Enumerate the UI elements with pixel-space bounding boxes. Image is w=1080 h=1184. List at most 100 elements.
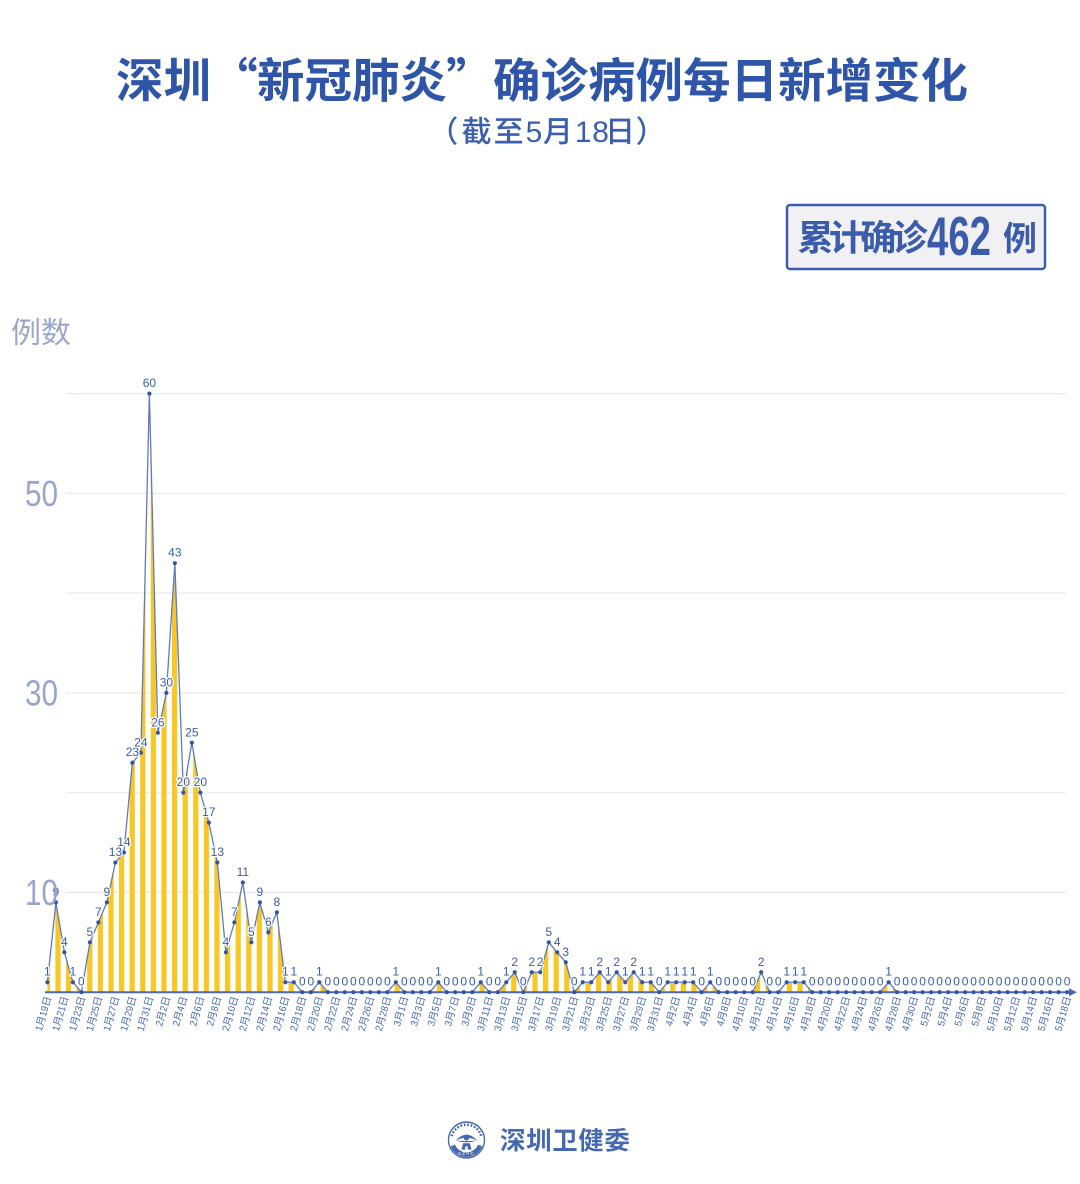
svg-text:3: 3 [476,1024,488,1032]
svg-text:1: 1 [392,965,399,979]
svg-text:1: 1 [588,965,595,979]
svg-text:0: 0 [486,975,493,989]
svg-text:1: 1 [673,965,680,979]
svg-text:0: 0 [358,975,365,989]
svg-text:0: 0 [1038,975,1045,989]
svg-text:0: 0 [520,975,527,989]
svg-text:4: 4 [681,1019,693,1027]
svg-text:3: 3 [443,1019,455,1027]
svg-text:1: 1 [681,965,688,979]
svg-text:10: 10 [225,1005,239,1018]
svg-text:1: 1 [647,965,654,979]
svg-text:1: 1 [396,1005,408,1013]
svg-text:5: 5 [248,925,255,939]
svg-text:4: 4 [685,1005,697,1013]
svg-text:19: 19 [38,1005,52,1018]
svg-text:1: 1 [44,965,51,979]
svg-text:1: 1 [575,116,592,149]
svg-text:17: 17 [202,805,216,819]
svg-text:3: 3 [460,1019,472,1027]
svg-text:1: 1 [622,965,629,979]
svg-text:3: 3 [544,1024,556,1032]
svg-text:0: 0 [987,975,994,989]
svg-text:2: 2 [630,955,637,969]
svg-text:20: 20 [820,1005,834,1018]
svg-text:3: 3 [612,1024,624,1032]
svg-text:0: 0 [469,975,476,989]
svg-text:0: 0 [894,975,901,989]
svg-text:21: 21 [55,1005,69,1018]
svg-text:1: 1 [290,965,297,979]
svg-text:1: 1 [503,965,510,979]
svg-text:3: 3 [561,1024,573,1032]
svg-text:18: 18 [1058,1005,1072,1018]
svg-text:2: 2 [668,1005,680,1013]
svg-text:4: 4 [765,1024,777,1032]
svg-text:0: 0 [843,975,850,989]
svg-text:21: 21 [565,1005,579,1018]
svg-text:4: 4 [698,1019,710,1027]
svg-text:4: 4 [664,1019,676,1027]
svg-text:1: 1 [316,965,323,979]
svg-text:1: 1 [639,965,646,979]
svg-text:9: 9 [53,885,60,899]
svg-text:0: 0 [571,975,578,989]
svg-text:1: 1 [435,965,442,979]
svg-text:30: 30 [160,675,174,689]
svg-text:2: 2 [188,1019,200,1027]
svg-text:16: 16 [1041,1005,1055,1018]
svg-text:1: 1 [885,965,892,979]
svg-text:0: 0 [409,975,416,989]
svg-text:0: 0 [375,975,382,989]
svg-text:1: 1 [783,965,790,979]
svg-text:0: 0 [350,975,357,989]
svg-text:6: 6 [192,1005,204,1013]
svg-text:462: 462 [927,205,991,267]
svg-text:12: 12 [1007,1005,1021,1018]
svg-text:8: 8 [974,1005,986,1013]
svg-text:0: 0 [1021,975,1028,989]
svg-text:0: 0 [851,975,858,989]
svg-text:16: 16 [786,1005,800,1018]
svg-text:0: 0 [1030,975,1037,989]
svg-text:0: 0 [911,975,918,989]
svg-text:0: 0 [384,975,391,989]
svg-text:3: 3 [578,1024,590,1032]
svg-text:3: 3 [392,1019,404,1027]
svg-text:28: 28 [888,1005,902,1018]
svg-text:11: 11 [237,865,250,879]
svg-text:4: 4 [223,935,230,949]
svg-text:0: 0 [996,975,1003,989]
svg-text:1: 1 [34,1024,46,1032]
svg-text:14: 14 [259,1005,273,1018]
svg-text:7: 7 [231,905,238,919]
svg-text:8: 8 [592,116,609,149]
svg-text:2: 2 [306,1024,318,1032]
svg-text:1: 1 [119,1024,131,1032]
svg-text:1: 1 [102,1024,114,1032]
svg-text:0: 0 [698,975,705,989]
svg-text:2: 2 [537,955,544,969]
svg-text:7: 7 [447,1005,459,1013]
svg-text:0: 0 [307,975,314,989]
svg-text:1: 1 [707,965,714,979]
svg-text:20: 20 [177,775,191,789]
svg-text:1: 1 [68,1024,80,1032]
svg-text:8: 8 [719,1005,731,1013]
svg-text:0: 0 [860,975,867,989]
svg-text:2: 2 [255,1024,267,1032]
svg-text:3: 3 [527,1024,539,1032]
svg-text:3: 3 [413,1005,425,1013]
svg-text:3: 3 [595,1024,607,1032]
svg-text:28: 28 [378,1005,392,1018]
svg-text:0: 0 [426,975,433,989]
svg-text:6: 6 [265,915,272,929]
svg-text:4: 4 [940,1005,952,1013]
svg-text:1: 1 [85,1024,97,1032]
svg-text:0: 0 [1047,975,1054,989]
svg-text:29: 29 [633,1005,647,1018]
svg-text:0: 0 [868,975,875,989]
svg-text:26: 26 [361,1005,375,1018]
svg-text:0: 0 [460,975,467,989]
svg-text:20: 20 [194,775,208,789]
